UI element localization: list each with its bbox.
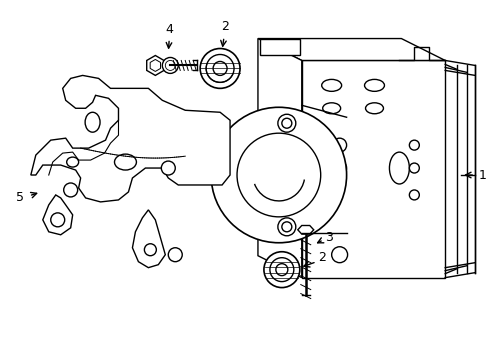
Polygon shape <box>150 59 160 71</box>
Circle shape <box>408 140 419 150</box>
Circle shape <box>408 190 419 200</box>
Polygon shape <box>258 39 301 278</box>
Text: 5: 5 <box>16 192 24 204</box>
Text: 2: 2 <box>221 19 228 32</box>
Polygon shape <box>42 195 73 235</box>
Polygon shape <box>301 60 444 278</box>
Circle shape <box>144 244 156 256</box>
Text: 1: 1 <box>478 168 486 181</box>
Circle shape <box>165 60 175 71</box>
Polygon shape <box>297 225 313 234</box>
Circle shape <box>168 248 182 262</box>
Ellipse shape <box>66 157 79 167</box>
Text: 3: 3 <box>324 231 332 244</box>
Circle shape <box>281 222 291 232</box>
Circle shape <box>206 54 234 82</box>
Polygon shape <box>260 39 299 55</box>
Polygon shape <box>146 55 163 75</box>
Text: 2: 2 <box>317 251 325 264</box>
Ellipse shape <box>365 103 383 114</box>
Circle shape <box>264 252 299 288</box>
Circle shape <box>332 138 346 152</box>
Ellipse shape <box>322 103 340 114</box>
Polygon shape <box>31 75 229 202</box>
Circle shape <box>277 114 295 132</box>
Circle shape <box>275 264 287 276</box>
Circle shape <box>408 163 419 173</box>
Circle shape <box>277 218 295 236</box>
Circle shape <box>211 107 346 243</box>
Text: 4: 4 <box>165 23 173 36</box>
Polygon shape <box>258 39 444 60</box>
Circle shape <box>281 118 291 128</box>
Circle shape <box>237 133 320 217</box>
Circle shape <box>269 258 293 282</box>
Ellipse shape <box>321 80 341 91</box>
Ellipse shape <box>388 152 408 184</box>
Ellipse shape <box>114 154 136 170</box>
Circle shape <box>161 161 175 175</box>
Ellipse shape <box>364 80 384 91</box>
Circle shape <box>332 161 346 175</box>
Circle shape <box>63 183 78 197</box>
Circle shape <box>51 213 64 227</box>
Polygon shape <box>132 210 165 268</box>
Circle shape <box>213 62 226 75</box>
Circle shape <box>331 247 347 263</box>
Ellipse shape <box>85 112 100 132</box>
Circle shape <box>162 58 178 73</box>
Circle shape <box>200 49 240 88</box>
